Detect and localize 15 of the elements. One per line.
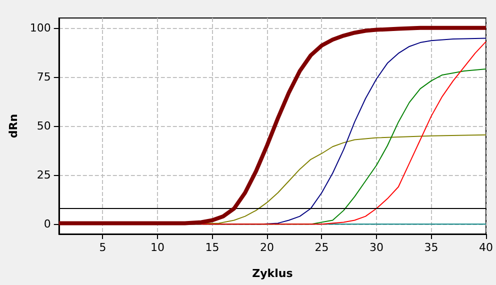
x-tick-label: 5: [99, 241, 106, 254]
x-tick-label: 10: [150, 241, 164, 254]
x-tick-label: 40: [479, 241, 493, 254]
y-tick-label: 50: [36, 120, 51, 132]
y-tick-label: 100: [30, 21, 51, 34]
y-axis-title: dRn: [7, 114, 20, 138]
x-tick-label: 30: [369, 241, 384, 254]
x-tick-label: 25: [314, 241, 329, 254]
x-axis-title: Zyklus: [252, 267, 294, 280]
y-tick-label: 0: [44, 218, 51, 231]
x-tick-label: 15: [205, 241, 220, 254]
y-tick-label: 25: [36, 168, 51, 182]
y-tick-label: 75: [36, 70, 51, 84]
x-tick-label: 35: [424, 241, 438, 254]
x-tick-label: 20: [260, 241, 274, 254]
